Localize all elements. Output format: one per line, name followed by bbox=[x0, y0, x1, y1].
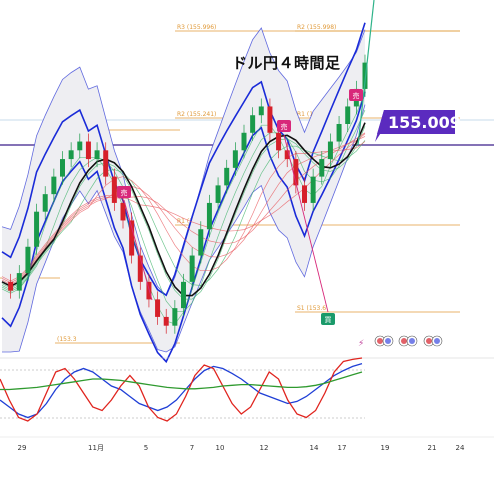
candle-body bbox=[267, 106, 273, 133]
x-tick-label: 21 bbox=[428, 444, 437, 452]
x-axis: 29 11月 5 7 10 12 14 17 19 21 24 bbox=[0, 436, 494, 452]
candle-body bbox=[42, 194, 48, 212]
candle-body bbox=[85, 141, 91, 160]
candle-body bbox=[293, 159, 299, 186]
pivot-level-label: R2 (155.241) bbox=[177, 111, 216, 118]
oscillator-line bbox=[0, 357, 363, 422]
candle-body bbox=[206, 202, 212, 230]
band-lower-line bbox=[2, 104, 366, 353]
candle-body bbox=[137, 255, 143, 282]
signal-marker-label: 売 bbox=[353, 91, 360, 100]
price-badge-box bbox=[377, 110, 455, 134]
candle-body bbox=[276, 132, 282, 151]
lightning-icon: ⚡ bbox=[358, 339, 364, 349]
price-badge: 155.009 bbox=[375, 110, 461, 142]
candle-body bbox=[224, 167, 230, 186]
band-fill bbox=[2, 28, 365, 352]
signal-connector-line bbox=[123, 199, 153, 301]
pivot-level-label: S1 (153.6 bbox=[297, 305, 326, 312]
candle-body bbox=[111, 176, 117, 203]
ribbon-ma-line bbox=[1, 132, 366, 284]
candle-body bbox=[25, 246, 31, 274]
x-tick-label: 7 bbox=[190, 444, 194, 452]
candle-body bbox=[284, 150, 290, 160]
candle-body bbox=[181, 281, 186, 309]
candle-body bbox=[302, 185, 307, 203]
candle-body bbox=[362, 62, 368, 89]
candle-body bbox=[336, 124, 342, 142]
x-tick-label: 17 bbox=[338, 444, 347, 452]
signal-marker-box bbox=[349, 89, 363, 101]
candle-body bbox=[198, 229, 204, 256]
signal-marker-label: 買 bbox=[325, 316, 332, 324]
candles bbox=[8, 54, 368, 334]
candle-body bbox=[172, 308, 178, 326]
candle-body bbox=[258, 106, 264, 116]
signal-marker-box bbox=[117, 186, 131, 198]
candle-body bbox=[155, 299, 161, 317]
x-tick-label: 29 bbox=[18, 444, 27, 452]
candle-body bbox=[163, 316, 169, 326]
x-tick-label: 24 bbox=[456, 444, 465, 452]
event-icon-us-flag-center bbox=[409, 338, 415, 344]
band-upper-line bbox=[1, 27, 366, 297]
candle-body bbox=[16, 273, 22, 291]
price-badge-arrow bbox=[375, 110, 384, 142]
signal-connector-line bbox=[283, 134, 329, 313]
candle-body bbox=[250, 115, 256, 133]
x-tick-label: 10 bbox=[216, 444, 225, 452]
pivot-level-label: R3 (155.996) bbox=[177, 24, 216, 31]
x-tick-label: 19 bbox=[381, 444, 390, 452]
signal-marker-box bbox=[321, 313, 335, 325]
chart-title: ドル円４時間足 bbox=[232, 54, 341, 72]
signal-marker-label: 売 bbox=[281, 122, 288, 131]
trend-lines bbox=[123, 0, 375, 313]
x-tick-label: 5 bbox=[144, 444, 148, 452]
candle-body bbox=[120, 202, 126, 221]
x-tick-label: 11月 bbox=[88, 444, 104, 452]
candle-body bbox=[129, 220, 135, 256]
trend-line bbox=[357, 0, 375, 146]
candle-body bbox=[8, 281, 14, 291]
signal-marker-label: 売 bbox=[121, 188, 128, 197]
pivot-level-label: (153.3 bbox=[57, 336, 77, 343]
candle-body bbox=[345, 106, 351, 124]
pivot-level-label: R2 (155.998) bbox=[297, 24, 336, 31]
candle-body bbox=[94, 150, 100, 160]
event-icon-us-flag-center bbox=[401, 338, 407, 344]
event-icon-us-flag-center bbox=[377, 338, 383, 344]
signal-marker-box bbox=[277, 120, 291, 132]
price-badge-value: 155.009 bbox=[388, 113, 461, 132]
candle-body bbox=[68, 150, 74, 160]
candle-body bbox=[189, 255, 195, 282]
candle-body bbox=[241, 132, 247, 151]
event-icon-us-flag-center bbox=[426, 338, 432, 344]
oscillator-panel bbox=[0, 357, 494, 422]
candle-body bbox=[77, 141, 83, 151]
event-icon-us-flag-center bbox=[434, 338, 440, 344]
candle-body bbox=[60, 159, 65, 177]
oscillator-line bbox=[0, 371, 363, 391]
ribbon-ma-line bbox=[1, 136, 366, 285]
candle-body bbox=[319, 159, 325, 177]
candle-body bbox=[232, 150, 238, 168]
candle-body bbox=[327, 141, 333, 160]
event-icon-us-flag-center bbox=[385, 338, 391, 344]
candle-body bbox=[103, 150, 109, 177]
event-icons: ⚡ bbox=[358, 335, 443, 349]
x-tick-label: 14 bbox=[310, 444, 319, 452]
ribbon-ma-line bbox=[1, 141, 366, 287]
x-tick-label: 12 bbox=[260, 444, 269, 452]
candle-body bbox=[51, 176, 57, 195]
candle-body bbox=[215, 185, 221, 203]
candle-body bbox=[310, 176, 316, 203]
candle-body bbox=[34, 211, 40, 247]
